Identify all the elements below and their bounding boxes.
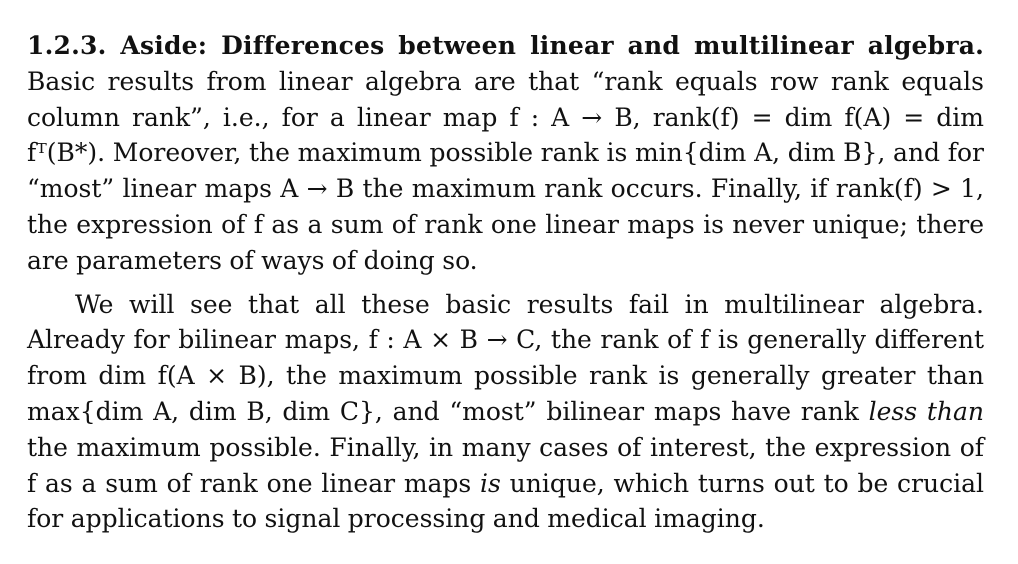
emphasis-less-than: less than bbox=[868, 396, 984, 426]
paragraph-text-part-1: We will see that all these basic results… bbox=[27, 289, 984, 426]
paragraph-body: Basic results from linear algebra are th… bbox=[27, 66, 984, 275]
paragraph-text-part-2: the maximum possible. Finally, in many c… bbox=[27, 432, 984, 498]
second-paragraph: We will see that all these basic results… bbox=[27, 287, 984, 538]
section-heading: 1.2.3. Aside: Differences between linear… bbox=[27, 31, 984, 60]
emphasis-is: is bbox=[480, 468, 501, 498]
first-paragraph: 1.2.3. Aside: Differences between linear… bbox=[27, 28, 984, 279]
paragraph-text-part-3: unique, which turns out to be crucial fo… bbox=[27, 468, 985, 534]
paper-page: 1.2.3. Aside: Differences between linear… bbox=[27, 28, 984, 537]
